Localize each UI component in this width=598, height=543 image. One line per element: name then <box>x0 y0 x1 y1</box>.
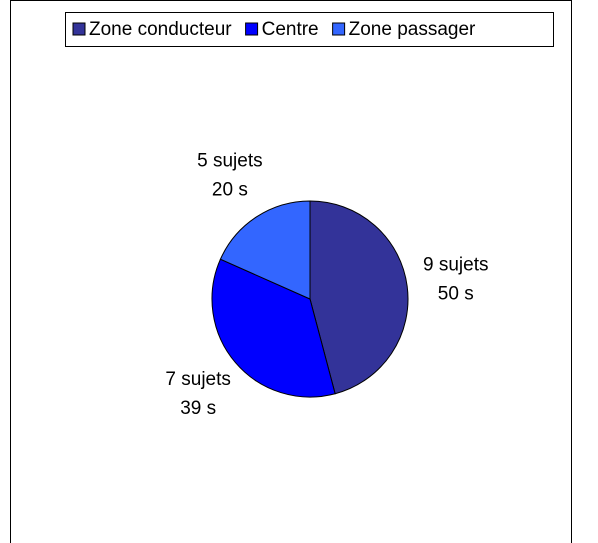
data-label: 5 sujets <box>197 150 262 171</box>
data-label: 9 sujets <box>423 255 488 276</box>
legend-swatch <box>245 22 259 36</box>
data-label: 50 s <box>438 284 474 305</box>
legend-label: Zone conducteur <box>89 19 232 40</box>
legend-swatch <box>72 22 86 36</box>
data-label: 20 s <box>212 179 248 200</box>
legend-label: Zone passager <box>349 19 476 40</box>
pie-slice <box>219 200 311 300</box>
legend-label: Centre <box>262 19 319 40</box>
pie-slice <box>211 258 336 398</box>
data-label: 39 s <box>180 398 216 419</box>
pie-slice <box>309 200 409 395</box>
chart-frame <box>10 0 572 543</box>
legend-swatch <box>332 22 346 36</box>
data-label: 7 sujets <box>165 369 230 390</box>
legend-box <box>65 12 554 47</box>
